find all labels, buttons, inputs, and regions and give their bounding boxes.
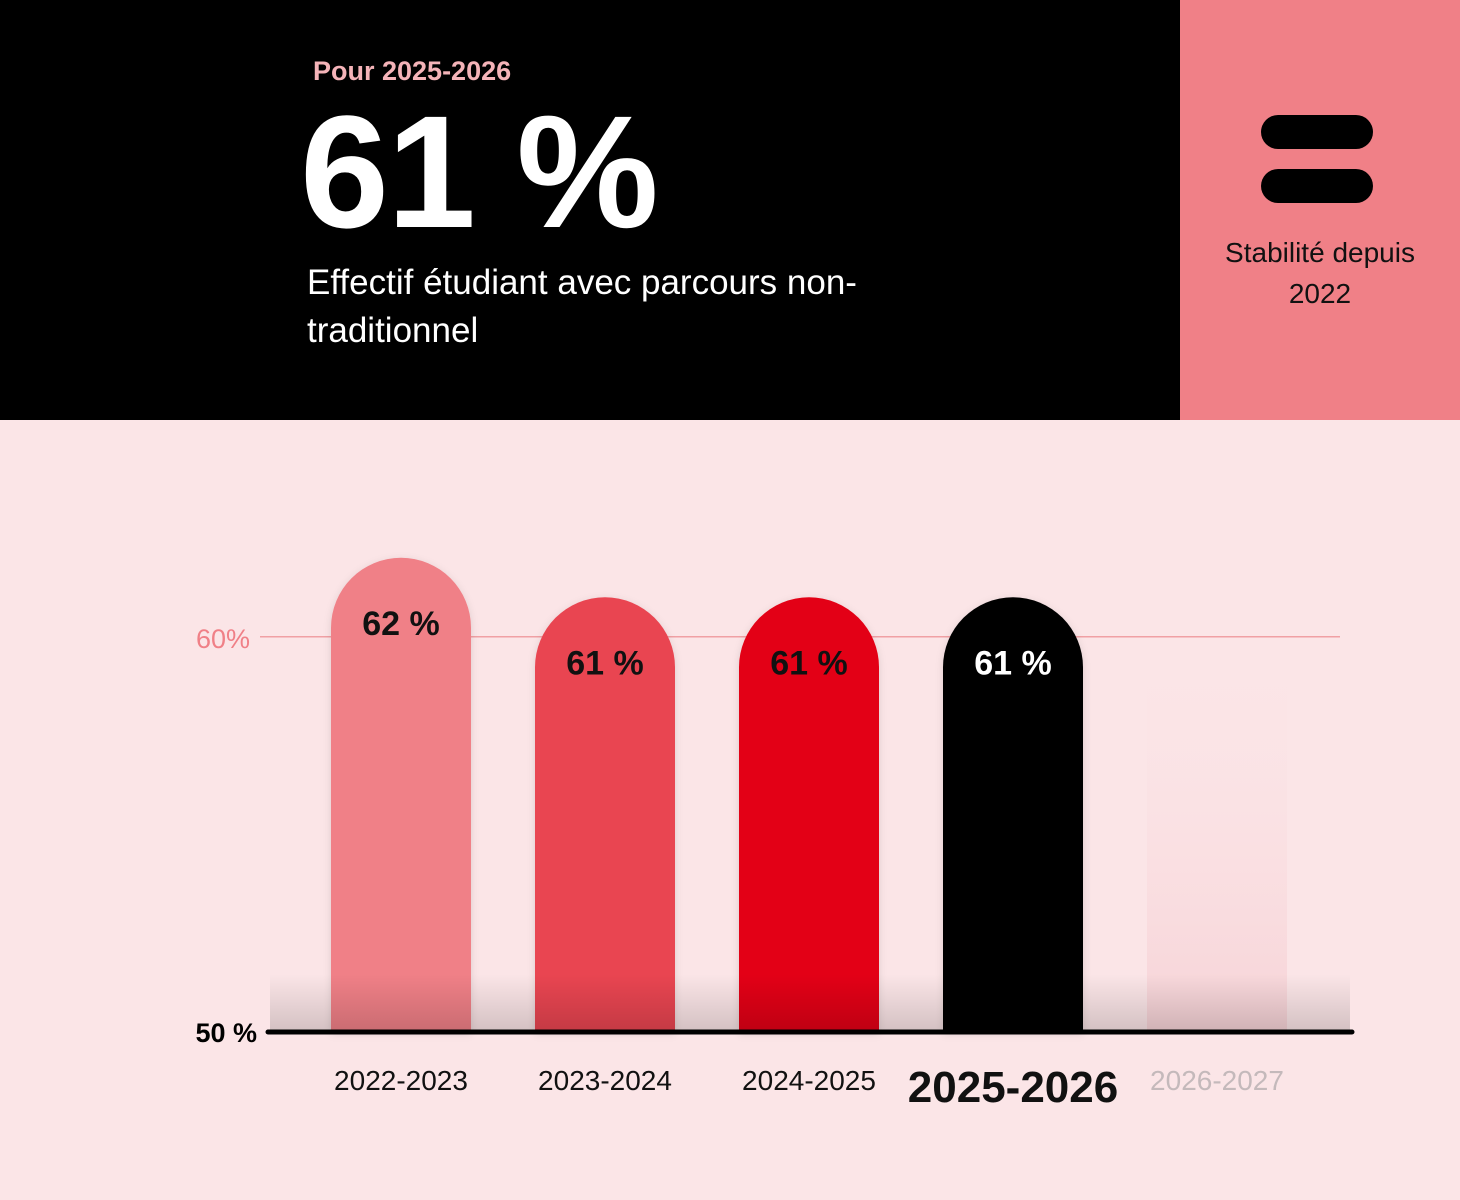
value-label-2025-2026: 61 % — [974, 644, 1052, 682]
value-label-2024-2025: 61 % — [770, 644, 848, 682]
bar-2025-2026 — [943, 597, 1083, 1032]
hero-panel: Pour 2025-2026 61 % Effectif étudiant av… — [0, 0, 1180, 420]
bar-2023-2024 — [535, 597, 675, 1032]
bar-2026-2027 — [1147, 637, 1287, 1032]
period-label: Pour 2025-2026 — [313, 56, 512, 86]
trend-label: Stabilité depuis 2022 — [1225, 237, 1415, 309]
bar-2024-2025 — [739, 597, 879, 1032]
bar-2022-2023 — [331, 557, 471, 1032]
x-tick-label-2023-2024: 2023-2024 — [538, 1065, 672, 1096]
headline-stat: 61 % — [300, 82, 659, 261]
x-tick-label-2025-2026: 2025-2026 — [908, 1063, 1118, 1112]
y-tick-label-60: 60% — [196, 624, 250, 654]
x-tick-label-2024-2025: 2024-2025 — [742, 1065, 876, 1096]
value-label-2022-2023: 62 % — [362, 605, 440, 643]
x-tick-label-2022-2023: 2022-2023 — [334, 1065, 468, 1096]
stat-description: Effectif étudiant avec parcours non-trad… — [307, 263, 857, 350]
trend-panel — [1180, 0, 1460, 420]
baseline-shade — [270, 974, 1350, 1032]
x-tick-label-2026-2027: 2026-2027 — [1150, 1065, 1284, 1096]
equals-icon — [1261, 115, 1373, 203]
bar-chart: 60% 62 % 61 % 61 % 61 % 50 % 2022-2023 2023-202… — [195, 557, 1355, 1112]
y-tick-label-50: 50 % — [195, 1018, 257, 1048]
value-label-2023-2024: 61 % — [566, 644, 644, 682]
